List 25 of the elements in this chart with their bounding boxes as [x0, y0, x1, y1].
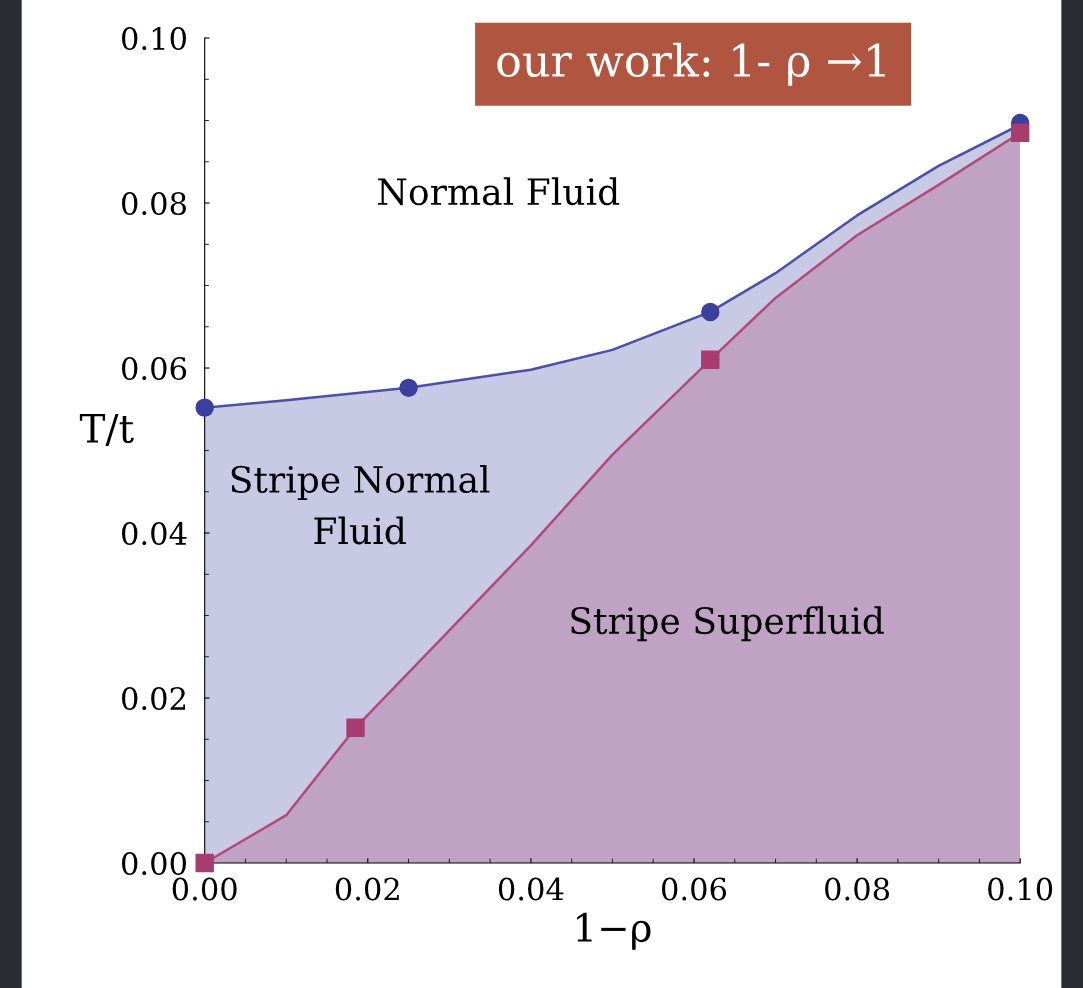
y-tick-label: 0.10: [122, 26, 186, 51]
y-tick-label: 0.02: [122, 686, 186, 711]
point: [701, 302, 720, 322]
x-tick-label: 0.08: [825, 877, 890, 901]
point: [346, 718, 365, 737]
y-tick-label: 0.04: [122, 521, 187, 546]
y-tick-label: 0.08: [122, 191, 186, 216]
x-tick-label: 0.10: [988, 877, 1053, 901]
annotation: Stripe Normal Fluid: [231, 465, 490, 545]
annotation: Stripe Superfluid: [571, 606, 884, 642]
annotation: Normal Fluid: [378, 177, 620, 206]
x-tick-label: 0.00: [172, 877, 237, 901]
x-tick-label: 0.06: [661, 877, 727, 901]
y-tick-label: 0.06: [122, 356, 187, 381]
annotation: our work: 1- ρ →1: [497, 42, 885, 86]
point: [195, 853, 214, 873]
y-tick-label: 0.00: [122, 851, 186, 876]
x-tick-label: 0.04: [498, 877, 564, 901]
point: [701, 350, 720, 369]
y-axis-title: T/t: [79, 414, 134, 447]
point: [1010, 123, 1030, 143]
x-tick-label: 0.02: [335, 877, 399, 901]
x-axis-title: 1−ρ: [577, 912, 651, 950]
point: [399, 378, 418, 398]
point: [195, 398, 214, 417]
